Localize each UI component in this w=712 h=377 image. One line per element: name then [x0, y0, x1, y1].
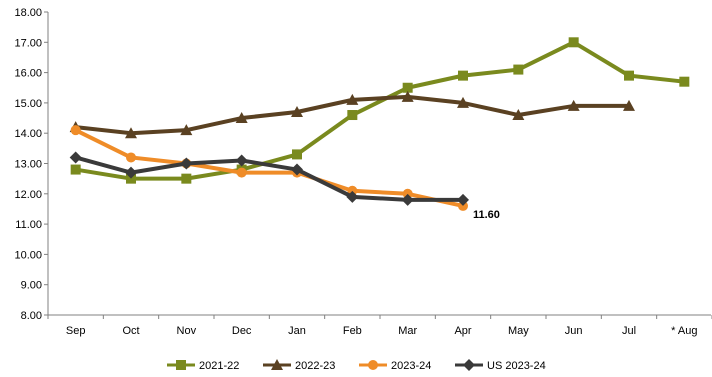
data-point [235, 154, 248, 167]
data-point [402, 188, 413, 199]
x-tick-label: Apr [454, 325, 471, 337]
data-point [402, 82, 413, 93]
x-tick-label: Mar [398, 325, 417, 337]
data-point [458, 70, 468, 81]
data-point [292, 149, 302, 160]
y-tick-label: 18.00 [14, 7, 42, 19]
legend-item-2021-22: 2021-22 [167, 360, 239, 372]
legend-marker [368, 360, 378, 370]
legend: 2021-22 2022-23 2023-24 US 2023-24 [167, 359, 546, 372]
series-2022-23 [69, 90, 635, 139]
y-tick-label: 15.00 [14, 98, 42, 110]
data-point [180, 157, 193, 170]
data-label: 11.60 [473, 209, 500, 221]
data-point [624, 70, 634, 81]
legend-marker [176, 360, 186, 370]
x-tick-label: Nov [177, 325, 197, 337]
legend-label: US 2023-24 [487, 360, 546, 372]
annotations: 11.60 [473, 209, 500, 221]
data-point [401, 90, 414, 102]
data-point [235, 112, 248, 124]
data-point [457, 193, 469, 206]
x-tick-label: Feb [343, 325, 362, 337]
x-tick-label: * Aug [671, 325, 697, 337]
series-line-2023-24 [73, 128, 465, 208]
data-point [70, 125, 81, 136]
data-point [623, 99, 635, 111]
data-point [457, 96, 469, 108]
x-tick-label: Jun [565, 325, 583, 337]
axes: 8.00 9.00 10.00 11.00 12.00 13.00 14.00 15.00 16… [14, 7, 712, 337]
data-point [181, 173, 192, 184]
y-tick-label: 16.00 [14, 68, 42, 80]
data-point [126, 173, 136, 184]
data-point [125, 166, 137, 179]
y-tick-label: 8.00 [21, 310, 42, 322]
series-lines [69, 37, 690, 211]
data-point [513, 64, 524, 75]
data-point [568, 37, 579, 48]
data-point [180, 124, 193, 136]
data-point [679, 76, 690, 87]
x-tick-label: Oct [122, 325, 139, 337]
legend-item-2022-23: 2022-23 [263, 359, 335, 372]
data-point [126, 152, 136, 163]
legend-item-us-2023-24: US 2023-24 [455, 359, 546, 372]
data-point [125, 127, 137, 139]
data-point [401, 193, 414, 206]
data-point [347, 185, 358, 196]
data-point [236, 167, 247, 178]
x-tick-label: May [508, 325, 529, 337]
x-tick-label: Jul [622, 325, 636, 337]
data-point [346, 93, 359, 105]
data-point [512, 109, 525, 121]
y-tick-label: 13.00 [14, 159, 42, 171]
x-tick-label: Dec [232, 325, 252, 337]
series-us-2023-24 [69, 151, 469, 206]
y-tick-label: 17.00 [14, 37, 42, 49]
data-point [347, 110, 358, 121]
y-tick-label: 9.00 [21, 280, 42, 292]
data-point [70, 164, 81, 175]
data-point [567, 99, 580, 111]
legend-label: 2022-23 [295, 360, 335, 372]
x-tick-label: Jan [288, 325, 306, 337]
data-point [291, 163, 303, 176]
data-point [69, 151, 82, 164]
data-point [291, 105, 303, 117]
data-point [346, 190, 359, 203]
series-line-us-2023-24 [73, 155, 465, 202]
legend-marker [463, 359, 475, 371]
y-tick-label: 12.00 [14, 189, 42, 201]
x-tick-label: Sep [66, 325, 86, 337]
y-tick-label: 10.00 [14, 249, 42, 261]
legend-label: 2021-22 [199, 360, 239, 372]
legend-item-2023-24: 2023-24 [359, 360, 431, 372]
legend-label: 2023-24 [391, 360, 431, 372]
y-tick-label: 11.00 [15, 219, 42, 231]
data-point [458, 200, 468, 211]
series-line-2021-22 [73, 40, 687, 181]
y-tick-label: 14.00 [14, 128, 42, 140]
legend-marker [271, 359, 283, 370]
